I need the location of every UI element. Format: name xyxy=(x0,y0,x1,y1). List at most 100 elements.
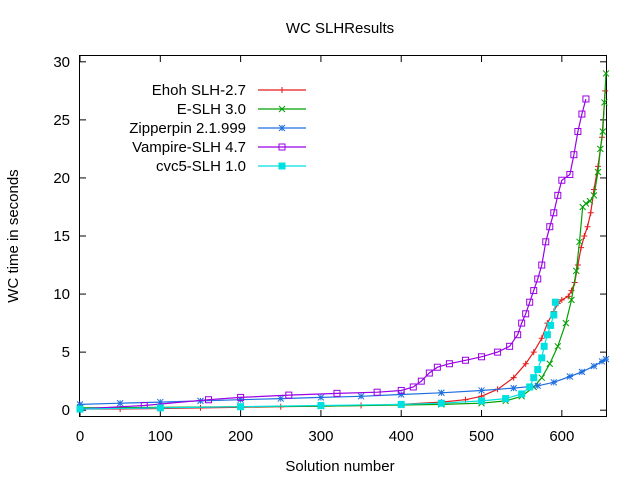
y-tick-label: 5 xyxy=(62,344,70,361)
y-axis: 0 5 10 15 20 25 30 xyxy=(53,54,606,419)
data-point xyxy=(357,392,365,400)
data-point xyxy=(373,388,381,396)
data-point xyxy=(602,70,610,77)
data-point xyxy=(317,402,325,410)
data-point xyxy=(590,362,598,370)
legend-marker xyxy=(278,105,286,113)
data-point xyxy=(461,356,469,364)
data-point xyxy=(514,331,522,339)
data-point xyxy=(547,321,555,329)
data-point xyxy=(594,168,602,176)
data-point xyxy=(543,331,551,339)
data-point xyxy=(550,209,558,217)
data-point xyxy=(522,360,529,367)
legend-label: Vampire-SLH 4.7 xyxy=(132,139,246,156)
data-point xyxy=(397,386,405,394)
data-point xyxy=(445,360,453,368)
data-point xyxy=(572,267,580,275)
data-point xyxy=(237,403,245,411)
x-tick-label: 400 xyxy=(389,428,414,445)
series-layer xyxy=(76,70,610,413)
data-point xyxy=(277,395,285,402)
data-point xyxy=(597,145,604,153)
data-point xyxy=(574,127,582,135)
y-tick-label: 30 xyxy=(53,54,70,71)
data-point xyxy=(502,395,510,403)
data-point xyxy=(599,128,607,135)
data-point xyxy=(237,396,244,404)
data-point xyxy=(554,191,562,199)
series-line xyxy=(79,73,607,409)
data-point xyxy=(510,374,517,381)
data-point xyxy=(156,404,164,412)
data-point xyxy=(554,342,562,350)
legend-marker xyxy=(278,143,286,151)
legend-item: Vampire-SLH 4.7 xyxy=(132,139,306,156)
data-point xyxy=(550,378,558,386)
data-point xyxy=(584,223,591,230)
legend-label: Zipperpin 2.1.999 xyxy=(129,120,246,137)
data-point xyxy=(417,377,425,385)
data-point xyxy=(397,400,405,408)
data-point xyxy=(534,382,542,390)
legend: Ehoh SLH-2.7 E-SLH 3.0 Zipperpin 2.1.999 Va… xyxy=(129,82,306,175)
data-point xyxy=(546,223,554,231)
data-point xyxy=(550,311,558,319)
data-point xyxy=(538,354,546,362)
data-point xyxy=(530,374,538,382)
x-axis-label: Solution number xyxy=(285,458,394,475)
data-point xyxy=(397,391,405,398)
x-tick-label: 600 xyxy=(549,428,574,445)
y-tick-label: 20 xyxy=(53,170,70,187)
y-tick-label: 10 xyxy=(53,286,70,303)
data-point xyxy=(581,233,588,239)
legend-label: Ehoh SLH-2.7 xyxy=(152,82,246,99)
data-point xyxy=(582,95,590,103)
legend-item: E-SLH 3.0 xyxy=(177,101,306,118)
data-point xyxy=(116,399,124,407)
chart-title: WC SLHResults xyxy=(286,20,394,37)
data-point xyxy=(565,293,572,300)
data-point xyxy=(576,238,583,246)
series-5 xyxy=(76,298,559,413)
data-point xyxy=(510,384,518,392)
data-point xyxy=(540,342,548,350)
data-point xyxy=(558,176,566,184)
data-point xyxy=(582,200,590,207)
legend-item: cvc5-SLH 1.0 xyxy=(156,158,306,175)
data-point xyxy=(494,348,502,356)
data-point xyxy=(438,389,445,397)
x-tick-label: 500 xyxy=(469,428,494,445)
x-tick-label: 200 xyxy=(228,428,253,445)
series-3 xyxy=(76,355,610,408)
data-point xyxy=(237,393,245,401)
series-line xyxy=(79,98,587,410)
data-point xyxy=(578,110,586,118)
x-axis: 0 100 200 300 400 500 600 xyxy=(76,56,574,445)
y-tick-label: 15 xyxy=(53,228,70,245)
data-point xyxy=(526,298,534,306)
plot-area xyxy=(79,55,607,417)
data-point xyxy=(518,319,526,327)
data-point xyxy=(590,186,597,193)
legend-marker xyxy=(279,87,285,93)
data-point xyxy=(566,170,574,178)
data-point xyxy=(156,398,164,406)
data-point xyxy=(586,197,594,205)
data-point xyxy=(76,401,84,408)
data-point xyxy=(317,394,325,401)
data-point xyxy=(285,391,293,399)
data-point xyxy=(566,373,574,380)
data-point xyxy=(506,342,514,350)
data-point xyxy=(551,298,559,306)
data-point xyxy=(76,405,84,413)
legend-marker xyxy=(278,162,286,170)
data-point xyxy=(542,238,550,246)
legend-item: Zipperpin 2.1.999 xyxy=(129,120,306,137)
data-point xyxy=(534,366,542,374)
data-point xyxy=(526,383,534,391)
data-point xyxy=(478,397,486,405)
data-point xyxy=(602,355,610,363)
